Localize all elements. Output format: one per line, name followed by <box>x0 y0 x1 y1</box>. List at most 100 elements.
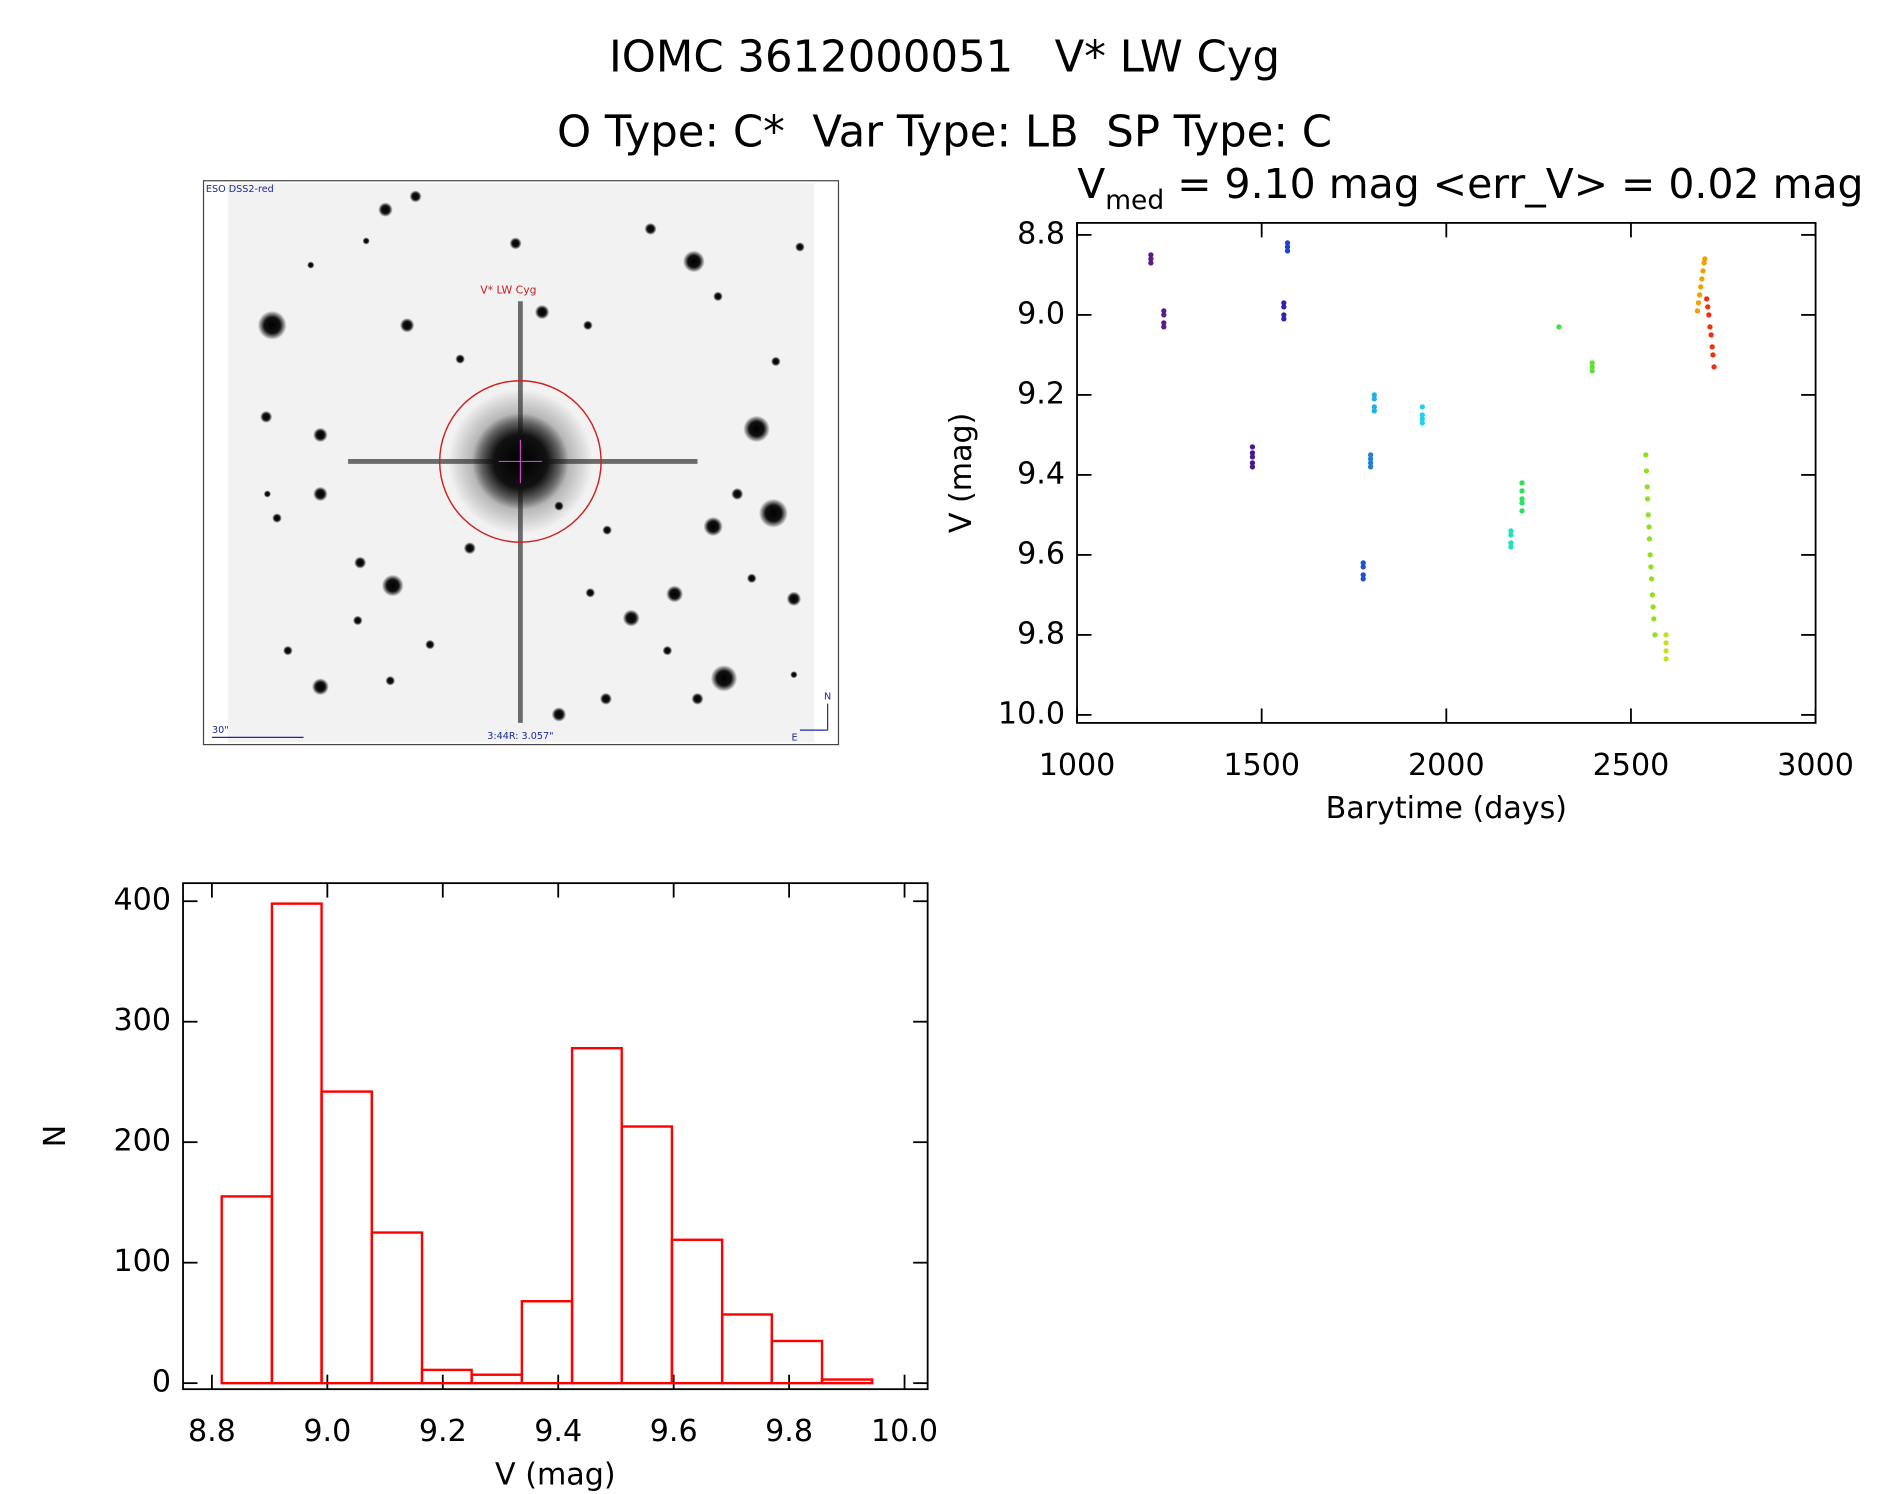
x-tick-label: 3000 <box>1777 748 1854 783</box>
target-label: V* LW Cyg <box>480 283 536 296</box>
data-point <box>1371 396 1377 402</box>
background-star <box>463 542 476 555</box>
background-star <box>534 304 550 320</box>
background-star <box>509 237 522 250</box>
title-subscript: med <box>1105 185 1164 216</box>
data-point <box>1701 260 1707 266</box>
background-star <box>790 671 798 679</box>
background-star <box>743 415 770 443</box>
y-axis-label: V (mag) <box>944 413 979 534</box>
background-star <box>425 639 435 650</box>
data-point <box>1643 468 1650 474</box>
data-point <box>1148 260 1154 266</box>
data-point <box>1281 300 1287 306</box>
background-star <box>455 354 465 364</box>
background-star <box>585 587 596 598</box>
y-tick-label: 9.4 <box>1017 456 1065 491</box>
histogram-bar <box>470 1373 524 1385</box>
data-point <box>1419 404 1425 410</box>
background-star <box>551 707 567 722</box>
data-point <box>1519 496 1525 502</box>
data-point <box>1367 464 1374 470</box>
data-point <box>1702 256 1708 262</box>
background-star <box>263 490 271 498</box>
background-star <box>713 291 723 302</box>
background-star <box>307 261 315 269</box>
data-point <box>1695 300 1702 306</box>
background-star <box>795 242 805 252</box>
y-tick-label: 9.0 <box>1017 296 1065 331</box>
data-point <box>1508 532 1514 538</box>
background-star <box>260 410 273 423</box>
title-part: V <box>1077 160 1105 208</box>
histogram-bar <box>720 1313 773 1385</box>
background-star <box>313 486 328 502</box>
background-star <box>311 678 329 696</box>
data-point <box>1694 308 1701 314</box>
data-point <box>1519 480 1525 486</box>
compass-east-label: E <box>791 732 797 743</box>
sky-image: ESO DSS2-red V* LW Cyg 30" 3:44R: 3.057"… <box>202 180 840 746</box>
background-star <box>257 310 287 340</box>
data-point <box>1644 484 1650 490</box>
data-point <box>1646 524 1652 530</box>
histogram-bar <box>820 1378 874 1385</box>
data-point <box>1148 252 1154 258</box>
data-point <box>1589 360 1595 366</box>
data-point <box>1711 364 1717 370</box>
histogram-bar <box>770 1339 824 1385</box>
y-tick-label: 10.0 <box>998 696 1065 731</box>
data-point <box>1508 544 1514 550</box>
data-point <box>1644 496 1651 502</box>
histogram-bar <box>620 1125 674 1385</box>
data-point <box>1360 572 1366 578</box>
background-star <box>662 645 673 656</box>
data-point <box>1651 616 1657 622</box>
background-star <box>399 318 415 333</box>
data-point <box>1281 312 1287 318</box>
y-tick-label: 400 <box>114 883 171 918</box>
data-point <box>1652 632 1658 638</box>
y-tick-label: 9.8 <box>1017 616 1065 651</box>
y-tick-label: 100 <box>114 1244 171 1279</box>
y-tick-label: 300 <box>114 1003 171 1038</box>
y-tick-label: 9.2 <box>1017 376 1065 411</box>
image-source: ESO DSS2-red <box>206 184 274 195</box>
background-star <box>283 645 293 656</box>
data-point <box>1360 560 1366 566</box>
x-tick-label: 1500 <box>1223 748 1300 783</box>
data-point <box>1663 656 1669 662</box>
data-point <box>1643 452 1649 458</box>
data-point <box>1281 316 1287 322</box>
background-star <box>272 513 282 523</box>
data-point <box>1249 464 1256 470</box>
histogram-bar <box>220 1195 274 1385</box>
background-star <box>746 573 757 584</box>
data-point <box>1419 416 1425 422</box>
background-star <box>644 222 657 235</box>
data-point <box>1700 268 1706 274</box>
data-point <box>1663 648 1669 654</box>
background-star <box>313 427 328 443</box>
data-point <box>1161 308 1167 314</box>
data-point <box>1360 564 1366 570</box>
title-part: = 9.10 mag <err_V> = 0.02 mag <box>1164 160 1863 208</box>
data-point <box>1663 640 1669 646</box>
histogram-bar <box>570 1047 623 1385</box>
data-point <box>1148 256 1154 262</box>
background-star <box>409 190 422 203</box>
data-point <box>1648 564 1654 570</box>
x-tick-label: 9.2 <box>419 1414 467 1449</box>
background-star <box>583 320 593 331</box>
data-point <box>1161 324 1167 330</box>
data-point <box>1519 488 1525 494</box>
histogram-bar <box>520 1300 574 1385</box>
y-tick-label: 8.8 <box>1017 216 1065 251</box>
data-point <box>1709 344 1715 350</box>
data-point <box>1249 450 1256 456</box>
background-star <box>352 615 363 626</box>
data-point <box>1360 576 1366 582</box>
x-tick-label: 10.0 <box>871 1414 938 1449</box>
background-star <box>691 692 704 705</box>
data-point <box>1519 500 1525 506</box>
